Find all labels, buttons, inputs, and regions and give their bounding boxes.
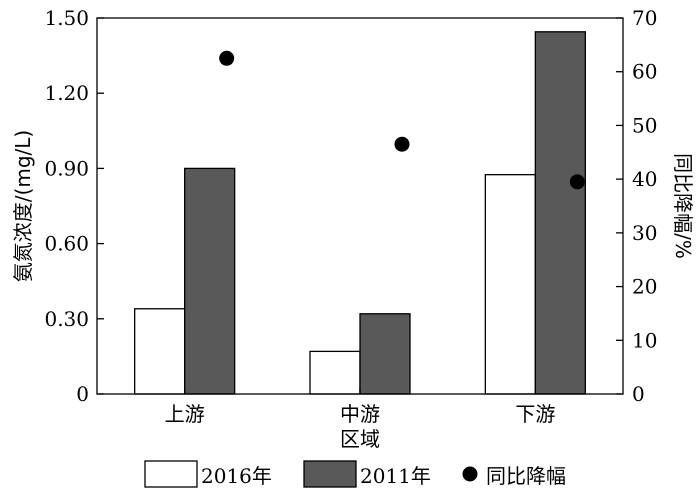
bar-2011年-上游 [184, 167, 236, 395]
point-同比降幅-上游 [219, 50, 235, 66]
plot-frame [96, 17, 624, 395]
y-tick-label-3: 0.90 [44, 156, 89, 180]
x-tick-label-2: 下游 [515, 402, 555, 426]
x-tick-label-1: 中游 [340, 402, 380, 426]
y2-axis-title: 同比降幅/% [671, 153, 695, 259]
x-tick-label-0: 上游 [165, 402, 205, 426]
bars [134, 31, 586, 395]
legend-label-decline: 同比降幅 [486, 464, 566, 488]
legend-swatch-2011 [303, 460, 357, 488]
y2-tick-label-5: 50 [632, 113, 657, 137]
bar-2016年-上游 [134, 308, 186, 395]
y-tick-label-4: 1.20 [44, 81, 89, 105]
bar-2011年-下游 [534, 31, 586, 395]
point-同比降幅-中游 [394, 136, 410, 152]
x-axis-title: 区域 [340, 427, 380, 451]
point-同比降幅-下游 [569, 174, 585, 190]
y2-tick-label-1: 10 [632, 328, 657, 352]
y-tick-label-2: 0.60 [44, 232, 89, 256]
points [219, 50, 585, 190]
legend-label-2011: 2011年 [360, 464, 431, 488]
legend: 2016年 2011年 同比降幅 [144, 460, 566, 488]
legend-swatch-2016 [144, 460, 198, 488]
y-tick-label-5: 1.50 [44, 6, 89, 30]
y2-tick-label-6: 60 [632, 60, 657, 84]
bar-2016年-中游 [309, 350, 361, 395]
category-labels: 上游 中游 下游 [165, 388, 555, 426]
y2-tick-label-0: 0 [632, 382, 645, 406]
y2-tick-label-2: 20 [632, 275, 657, 299]
left-axis-ticks: 0 0.30 0.60 0.90 1.20 1.50 [44, 6, 104, 406]
y2-tick-label-7: 70 [632, 6, 657, 30]
y2-tick-label-4: 40 [632, 167, 657, 191]
y-tick-label-0: 0 [76, 382, 89, 406]
legend-label-2016: 2016年 [201, 464, 272, 488]
y-axis-title: 氨氮浓度/(mg/L) [11, 130, 35, 282]
right-axis-ticks: 0 10 20 30 40 50 60 70 [616, 6, 657, 406]
bar-2016年-下游 [484, 174, 536, 395]
y2-tick-label-3: 30 [632, 221, 657, 245]
bar-2011年-中游 [359, 313, 411, 395]
y-tick-label-1: 0.30 [44, 307, 89, 331]
legend-marker-decline [462, 466, 478, 482]
